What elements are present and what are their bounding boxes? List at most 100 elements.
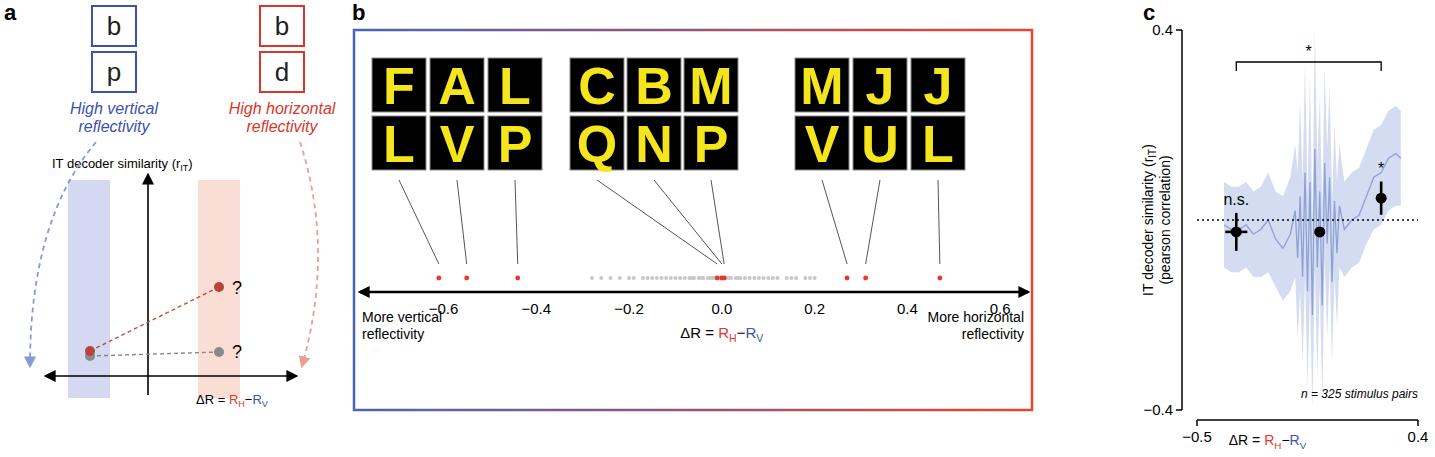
point — [464, 276, 469, 281]
letter: N — [635, 115, 673, 173]
point — [766, 276, 770, 280]
text-part: R — [252, 392, 261, 407]
pointer-arrow — [30, 142, 96, 366]
axis-x — [46, 375, 296, 377]
letter-box — [260, 52, 304, 92]
point — [771, 276, 775, 280]
spacer — [148, 395, 160, 396]
schematic-dot — [214, 282, 224, 292]
tick-label: −0.2 — [614, 300, 644, 317]
tick-label: 0.0 — [711, 300, 732, 317]
point — [609, 276, 613, 280]
letter: J — [924, 57, 953, 115]
letter: U — [861, 115, 899, 173]
letter: b — [107, 11, 121, 41]
tick-label: −0.5 — [1182, 428, 1212, 445]
schematic-line — [90, 287, 219, 351]
baseline — [1197, 219, 1418, 220]
connector — [711, 180, 724, 264]
text-part: − — [1281, 432, 1289, 448]
text-part: V — [756, 332, 763, 344]
point — [722, 276, 726, 280]
letter: B — [635, 57, 673, 115]
letter: b — [275, 11, 289, 41]
point — [1314, 226, 1325, 237]
point — [789, 276, 793, 280]
letter: L — [922, 115, 954, 173]
tick-label: 0.2 — [804, 300, 825, 317]
point — [757, 276, 761, 280]
point — [845, 276, 850, 281]
point — [590, 276, 594, 280]
schematic-dot — [85, 346, 95, 356]
text-part: ΔR = — [1229, 432, 1264, 448]
point — [683, 276, 687, 280]
point — [794, 276, 798, 280]
text-part: R — [1290, 432, 1300, 448]
axis-label: (pearson correlation) — [1157, 155, 1173, 284]
frame — [354, 30, 1032, 410]
point — [692, 276, 696, 280]
text-part: IT decoder similarity (r — [1140, 157, 1156, 296]
connector — [866, 180, 880, 264]
annotation: n = 325 stimulus pairs — [1301, 387, 1418, 401]
panel-c: c−0.40.4−0.50.4ΔR = RH−RVIT decoder simi… — [1140, 0, 1428, 451]
annotation: reflectivity — [362, 326, 424, 342]
connector — [654, 180, 722, 264]
point — [646, 276, 650, 280]
tick-label: −0.4 — [1143, 401, 1173, 418]
caption: High horizontal — [229, 100, 336, 117]
letter: M — [689, 57, 732, 115]
caption: reflectivity — [246, 118, 318, 135]
significance: * — [1306, 43, 1312, 60]
text-part: − — [245, 392, 253, 407]
point — [701, 276, 705, 280]
text-part: R — [1264, 432, 1274, 448]
text-part: ) — [188, 156, 192, 171]
axis-x — [360, 291, 1028, 294]
annotation: More vertical — [362, 309, 442, 325]
axis-label: ΔR = RH−RV — [680, 324, 763, 344]
text-part: IT decoder similarity (r — [52, 156, 181, 171]
point — [599, 276, 603, 280]
figure: abpHigh verticalreflectivitybdHigh horiz… — [0, 0, 1435, 457]
letter: P — [498, 115, 533, 173]
tick — [1176, 409, 1182, 411]
letter: P — [694, 115, 729, 173]
point — [655, 276, 659, 280]
annotation: reflectivity — [962, 326, 1024, 342]
point — [748, 276, 752, 280]
axis-label: IT decoder similarity (rIT) — [52, 156, 193, 173]
letter: L — [383, 115, 415, 173]
region-vertical — [68, 180, 110, 398]
point — [632, 276, 636, 280]
letter: C — [578, 57, 616, 115]
letter: M — [800, 57, 843, 115]
tick-label: 0.4 — [897, 300, 918, 317]
point — [845, 276, 849, 280]
caption: reflectivity — [78, 118, 150, 135]
point — [664, 276, 668, 280]
tick — [1176, 29, 1182, 31]
panel-b: b−0.6−0.4−0.20.00.20.40.6ΔR = RH−RVMore … — [352, 0, 1032, 410]
text-part: ΔR = — [680, 324, 718, 341]
letter: A — [438, 57, 476, 115]
tick-label: 0.4 — [1152, 21, 1173, 38]
point — [436, 276, 441, 281]
connector — [938, 180, 940, 264]
text-part: H — [729, 332, 737, 344]
axis-y — [147, 175, 149, 395]
axis-label: ΔR = RH−RV — [1229, 432, 1307, 451]
point — [1376, 193, 1387, 204]
point — [650, 276, 654, 280]
connector — [822, 180, 847, 264]
letter-box — [92, 52, 136, 92]
bracket — [1236, 62, 1381, 71]
letter: Q — [577, 115, 617, 173]
page: {"panel_a":{"panel":"a", "pairs":[{"lett… — [0, 0, 1435, 457]
question-mark: ? — [232, 278, 242, 298]
letter: F — [383, 57, 415, 115]
line — [1224, 149, 1401, 315]
text-part: H — [238, 399, 245, 409]
pointer-arrow — [300, 142, 318, 366]
